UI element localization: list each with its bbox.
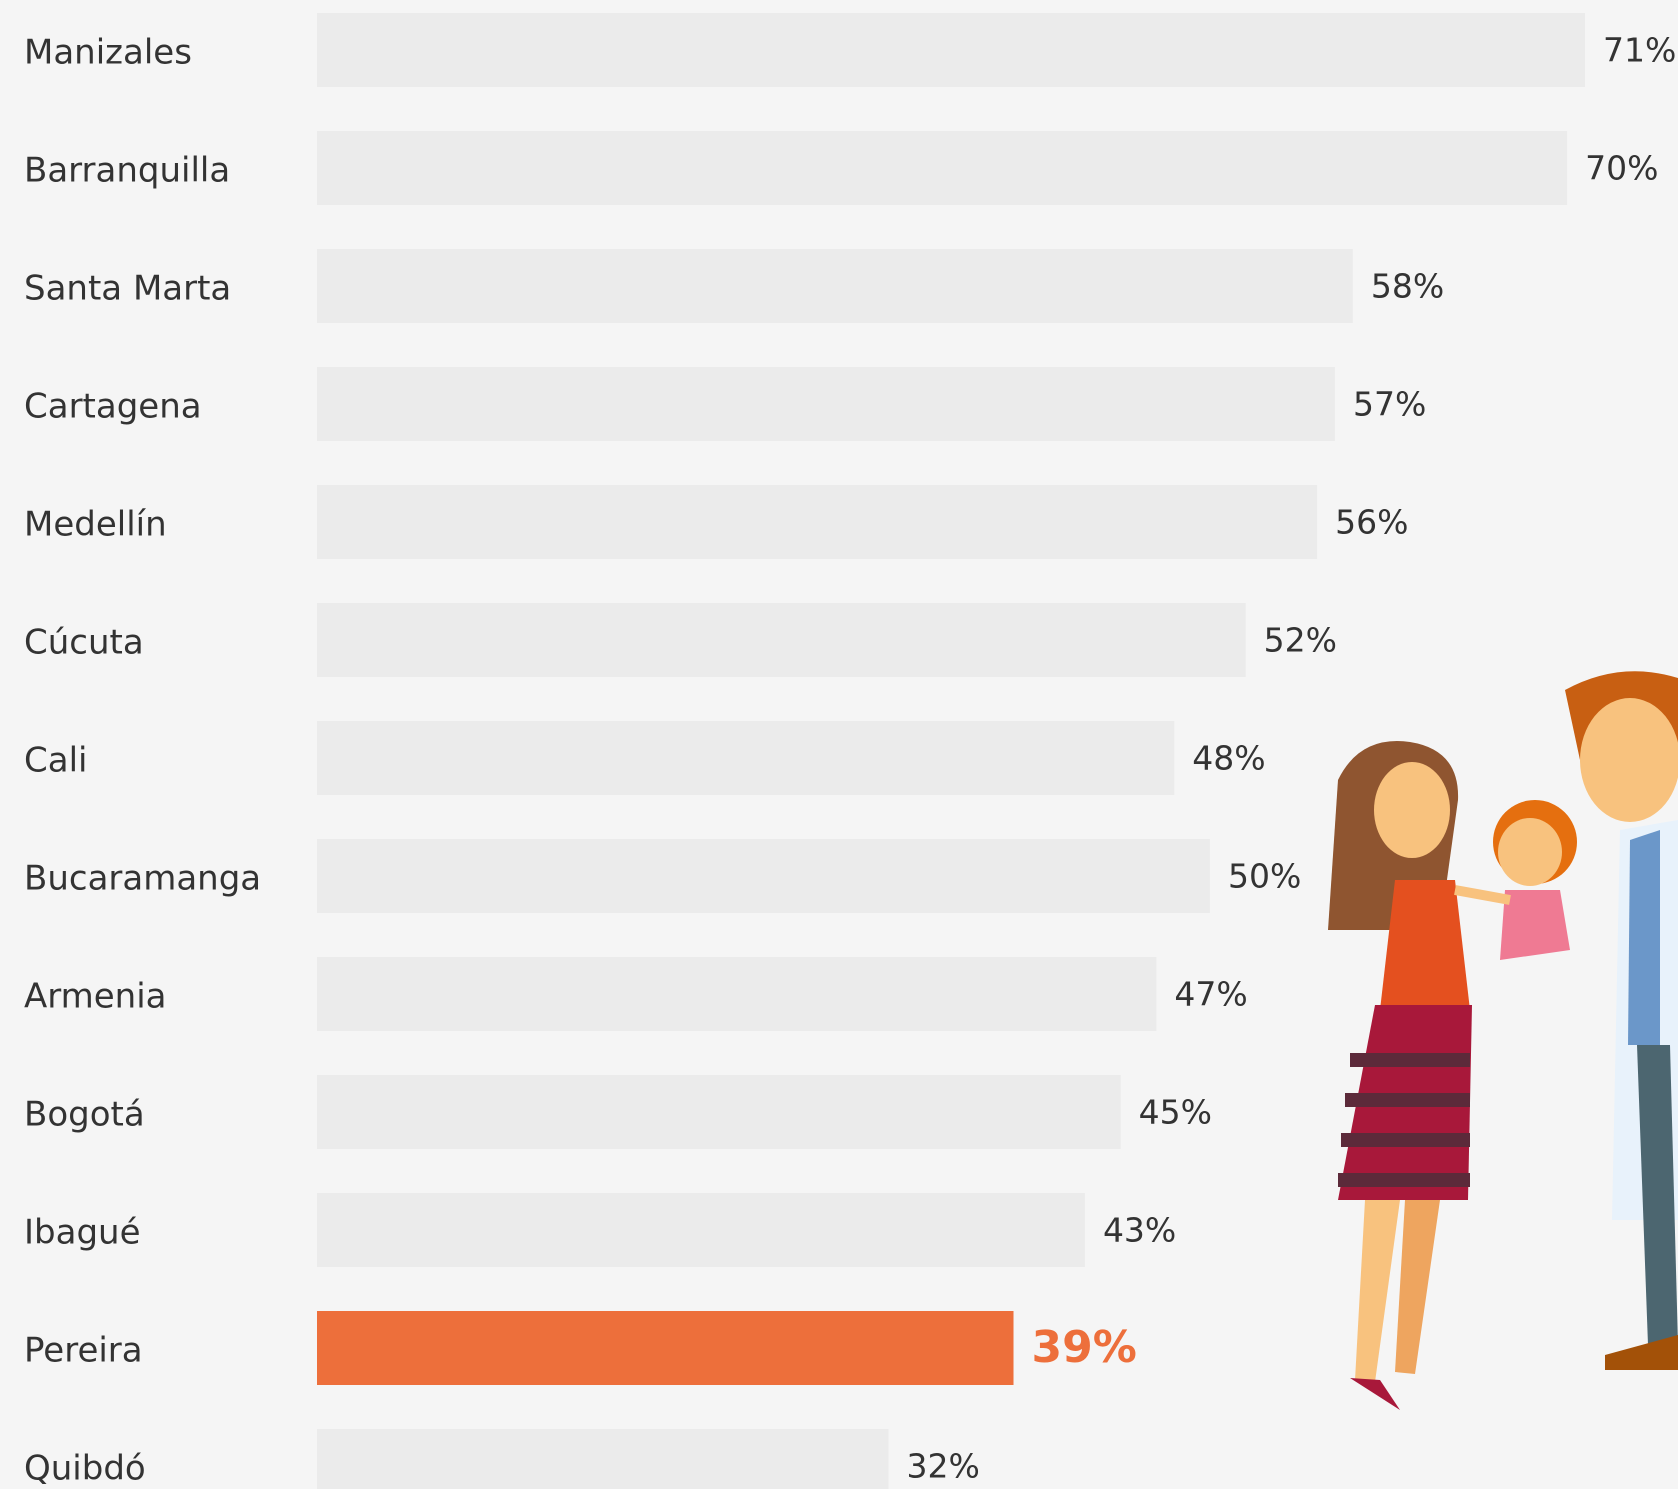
category-label: Cartagena (24, 387, 202, 427)
category-label: Barranquilla (24, 151, 230, 191)
bar (317, 485, 1318, 559)
bar (317, 957, 1157, 1031)
bar (317, 721, 1175, 795)
bar (317, 131, 1568, 205)
category-label: Armenia (24, 977, 167, 1017)
category-label: Bucaramanga (24, 859, 261, 899)
value-label: 47% (1174, 975, 1247, 1014)
bar (317, 1075, 1121, 1149)
value-label: 39% (1032, 1322, 1137, 1373)
bar (317, 13, 1585, 87)
category-label: Cúcuta (24, 623, 144, 663)
bar (317, 1193, 1085, 1267)
bar (317, 839, 1210, 913)
category-label: Santa Marta (24, 269, 231, 309)
category-label: Cali (24, 741, 87, 781)
category-label: Quibdó (24, 1449, 146, 1489)
value-label: 50% (1228, 857, 1301, 896)
category-label: Pereira (24, 1331, 143, 1371)
bar (317, 603, 1246, 677)
category-label: Ibagué (24, 1213, 141, 1253)
bar (317, 1311, 1014, 1385)
bar (317, 249, 1353, 323)
value-label: 32% (906, 1447, 979, 1486)
value-label: 45% (1139, 1093, 1212, 1132)
bars: Manizales 71% Barranquilla 70% Santa Marta 58… (24, 13, 1676, 1489)
value-label: 71% (1603, 31, 1676, 70)
value-label: 58% (1371, 267, 1444, 306)
bar (317, 1429, 889, 1489)
category-label: Manizales (24, 33, 192, 73)
value-label: 57% (1353, 385, 1426, 424)
value-label: 52% (1264, 621, 1337, 660)
category-label: Medellín (24, 505, 167, 545)
value-label: 43% (1103, 1211, 1176, 1250)
category-label: Bogotá (24, 1095, 145, 1135)
value-label: 70% (1585, 149, 1658, 188)
illustration (1328, 671, 1678, 1410)
bar (317, 367, 1335, 441)
value-label: 56% (1335, 503, 1408, 542)
value-label: 48% (1192, 739, 1265, 778)
